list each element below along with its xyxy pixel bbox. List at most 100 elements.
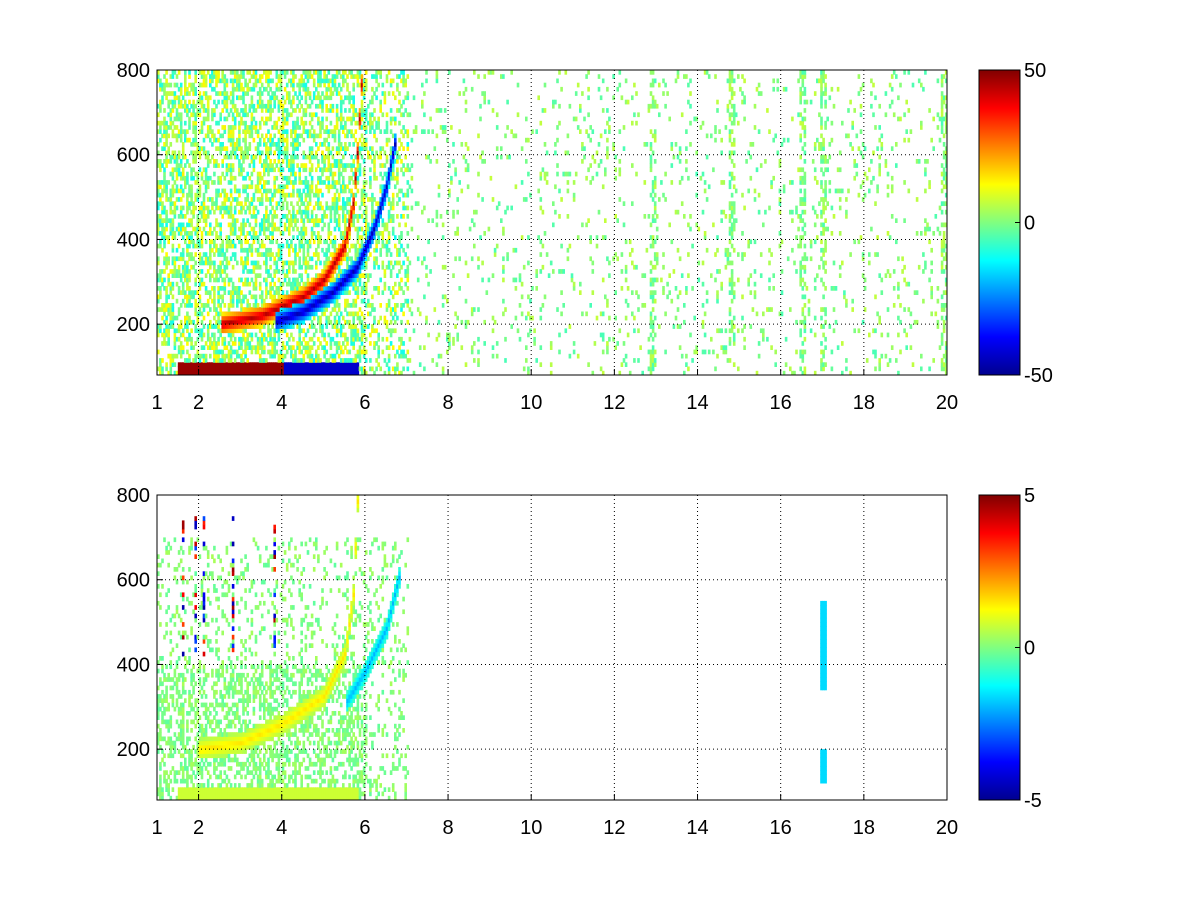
heatmap-cell: [452, 159, 455, 164]
heatmap-cell: [188, 315, 191, 321]
heatmap-cell: [223, 82, 227, 88]
heatmap-cell: [296, 103, 299, 109]
heatmap-cell: [335, 197, 339, 202]
heatmap-cell: [204, 184, 208, 190]
heatmap-cell: [335, 281, 339, 287]
heatmap-cell: [396, 108, 399, 113]
heatmap-cell: [477, 362, 480, 367]
heatmap-cell: [337, 218, 341, 223]
heatmap-cell: [308, 243, 312, 249]
heatmap-cell: [225, 362, 229, 367]
heatmap-cell: [279, 243, 283, 249]
heatmap-cell: [217, 163, 220, 168]
heatmap-cell: [381, 197, 385, 202]
heatmap-cell: [331, 286, 335, 291]
heatmap-cell: [290, 171, 293, 177]
heatmap-cell: [263, 86, 266, 92]
heatmap-cell: [263, 252, 266, 257]
heatmap-cell: [275, 74, 279, 79]
heatmap-cell: [188, 205, 191, 211]
heatmap-cell: [290, 222, 293, 228]
heatmap-cell: [209, 260, 212, 266]
heatmap-cell: [200, 281, 204, 287]
heatmap-cell: [321, 324, 324, 329]
heatmap-cell: [385, 247, 389, 253]
heatmap-cell: [227, 341, 231, 346]
heatmap-cell: [329, 129, 333, 134]
heatmap-cell: [221, 286, 224, 291]
heatmap-cell: [181, 146, 185, 151]
heatmap-cell: [321, 281, 324, 287]
heatmap-cell: [184, 184, 187, 190]
heatmap-cell: [167, 294, 170, 300]
heatmap-cell: [312, 239, 316, 245]
heatmap-cell: [310, 311, 314, 317]
heatmap-cell: [211, 86, 214, 92]
heatmap-cell: [221, 239, 224, 245]
heatmap-cell: [204, 171, 208, 177]
heatmap-cell: [248, 307, 252, 312]
heatmap-cell: [254, 311, 258, 317]
heatmap-cell: [221, 133, 224, 139]
heatmap-cell: [260, 307, 264, 312]
heatmap-cell: [215, 307, 218, 312]
heatmap-cell: [209, 82, 212, 88]
heatmap-cell: [364, 226, 368, 232]
heatmap-cell: [242, 336, 245, 342]
heatmap-cell: [375, 120, 378, 126]
heatmap-cell: [310, 209, 314, 215]
heatmap-cell: [256, 188, 260, 194]
heatmap-cell: [190, 319, 193, 325]
heatmap-cell: [327, 159, 331, 164]
heatmap-cell: [215, 70, 218, 75]
heatmap-cell: [423, 205, 426, 211]
heatmap-cell: [394, 142, 397, 147]
heatmap-cell: [227, 332, 231, 338]
heatmap-cell: [157, 103, 160, 109]
heatmap-cell: [302, 222, 306, 228]
heatmap-cell: [308, 74, 312, 79]
heatmap-cell: [229, 328, 233, 334]
heatmap-cell: [221, 358, 224, 363]
heatmap-cell: [337, 116, 341, 122]
heatmap-cell: [177, 311, 181, 317]
heatmap-cell: [265, 315, 268, 321]
heatmap-cell: [277, 184, 281, 190]
heatmap-cell: [333, 252, 337, 257]
heatmap-cell: [394, 290, 397, 295]
heatmap-cell: [360, 197, 364, 202]
heatmap-cell: [227, 324, 231, 329]
heatmap-cell: [217, 146, 220, 151]
heatmap-cell: [279, 205, 283, 211]
heatmap-cell: [283, 298, 287, 304]
heatmap-cell: [342, 82, 345, 88]
heatmap-cell: [194, 125, 197, 130]
heatmap-cell: [263, 332, 266, 338]
heatmap-cell: [579, 129, 582, 134]
heatmap-cell: [194, 70, 197, 75]
heatmap-cell: [181, 171, 185, 177]
heatmap-cell: [321, 116, 324, 122]
heatmap-cell: [387, 201, 391, 206]
heatmap-cell: [381, 205, 385, 211]
heatmap-cell: [258, 226, 262, 232]
heatmap-cell: [157, 366, 160, 372]
heatmap-cell: [279, 303, 283, 308]
heatmap-cell: [387, 91, 391, 96]
heatmap-cell: [364, 303, 368, 308]
heatmap-cell: [335, 252, 339, 257]
heatmap-cell: [327, 298, 331, 304]
heatmap-cell: [410, 188, 414, 194]
heatmap-cell: [381, 222, 385, 228]
heatmap-cell: [223, 103, 227, 109]
heatmap-cell: [356, 294, 360, 300]
heatmap-cell: [292, 281, 295, 287]
heatmap-cell: [206, 311, 210, 317]
heatmap-cell: [163, 86, 166, 92]
heatmap-cell: [260, 91, 264, 96]
heatmap-cell: [342, 324, 345, 329]
heatmap-cell: [215, 269, 218, 274]
heatmap-cell: [173, 332, 177, 338]
heatmap-cell: [244, 209, 247, 215]
heatmap-cell: [441, 125, 445, 130]
